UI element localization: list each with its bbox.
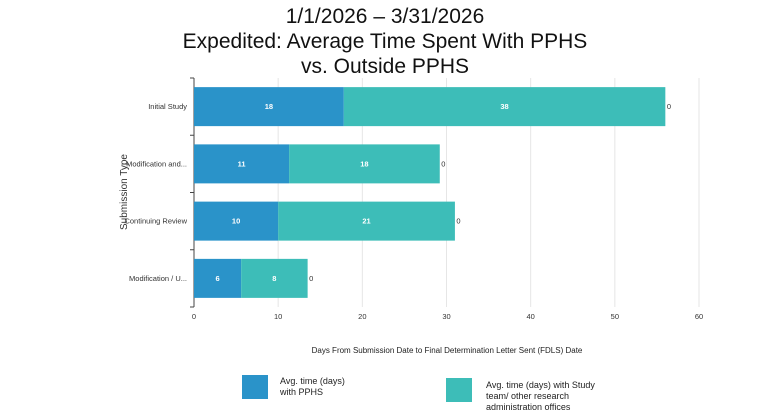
x-tick-label: 10: [274, 312, 282, 321]
x-tick-label: 30: [442, 312, 450, 321]
bar-segment: [194, 144, 290, 184]
bar-segment: [343, 87, 666, 127]
x-tick-label: 0: [192, 312, 196, 321]
data-label: 6: [215, 274, 219, 283]
data-label: 8: [272, 274, 276, 283]
data-label: 21: [362, 217, 370, 226]
bar-segment: [241, 258, 308, 298]
legend-label-study-team: Avg. time (days) with Study team/ other …: [486, 380, 595, 413]
bar-segment: [194, 87, 344, 127]
legend-text: Avg. time (days): [280, 376, 345, 386]
title-line: vs. Outside PPHS: [300, 55, 470, 78]
data-label: 11: [238, 159, 246, 168]
bar-segment: [278, 201, 455, 241]
category-label: Continuing Review: [124, 217, 187, 226]
y-axis-title: Submission Type: [119, 154, 130, 230]
legend-text: team/ other research: [486, 391, 570, 401]
data-label: 0: [667, 102, 671, 111]
bar-segment: [194, 258, 242, 298]
data-label: 0: [309, 274, 313, 283]
legend-text: with PPHS: [280, 387, 324, 397]
data-label: 0: [456, 217, 460, 226]
title-line: Expedited: Average Time Spent With PPHS: [182, 30, 588, 53]
legend-label-pphs: Avg. time (days) with PPHS: [280, 376, 345, 398]
x-tick-label: 40: [526, 312, 534, 321]
legend-swatch-pphs: [242, 375, 268, 399]
category-label: Initial Study: [148, 102, 187, 111]
x-tick-label: 20: [358, 312, 366, 321]
category-label: Modification and...: [126, 159, 187, 168]
data-label: 38: [500, 102, 508, 111]
bar-segment: [194, 201, 279, 241]
bar-segment: [289, 144, 440, 184]
title-line: 1/1/2026 – 3/31/2026: [285, 5, 485, 28]
legend-swatch-study-team: [446, 378, 472, 402]
data-label: 18: [265, 102, 273, 111]
legend-text: Avg. time (days) with Study: [486, 380, 595, 390]
x-tick-label: 60: [695, 312, 703, 321]
legend-text: administration offices: [486, 402, 571, 412]
x-axis-title: Days From Submission Date to Final Deter…: [312, 346, 583, 355]
x-tick-label: 50: [611, 312, 619, 321]
data-label: 0: [441, 159, 445, 168]
chart-title: 1/1/2026 – 3/31/2026 Expedited: Average …: [0, 4, 770, 79]
data-label: 10: [232, 217, 240, 226]
category-label: Modification / U...: [129, 274, 187, 283]
data-label: 18: [360, 159, 368, 168]
